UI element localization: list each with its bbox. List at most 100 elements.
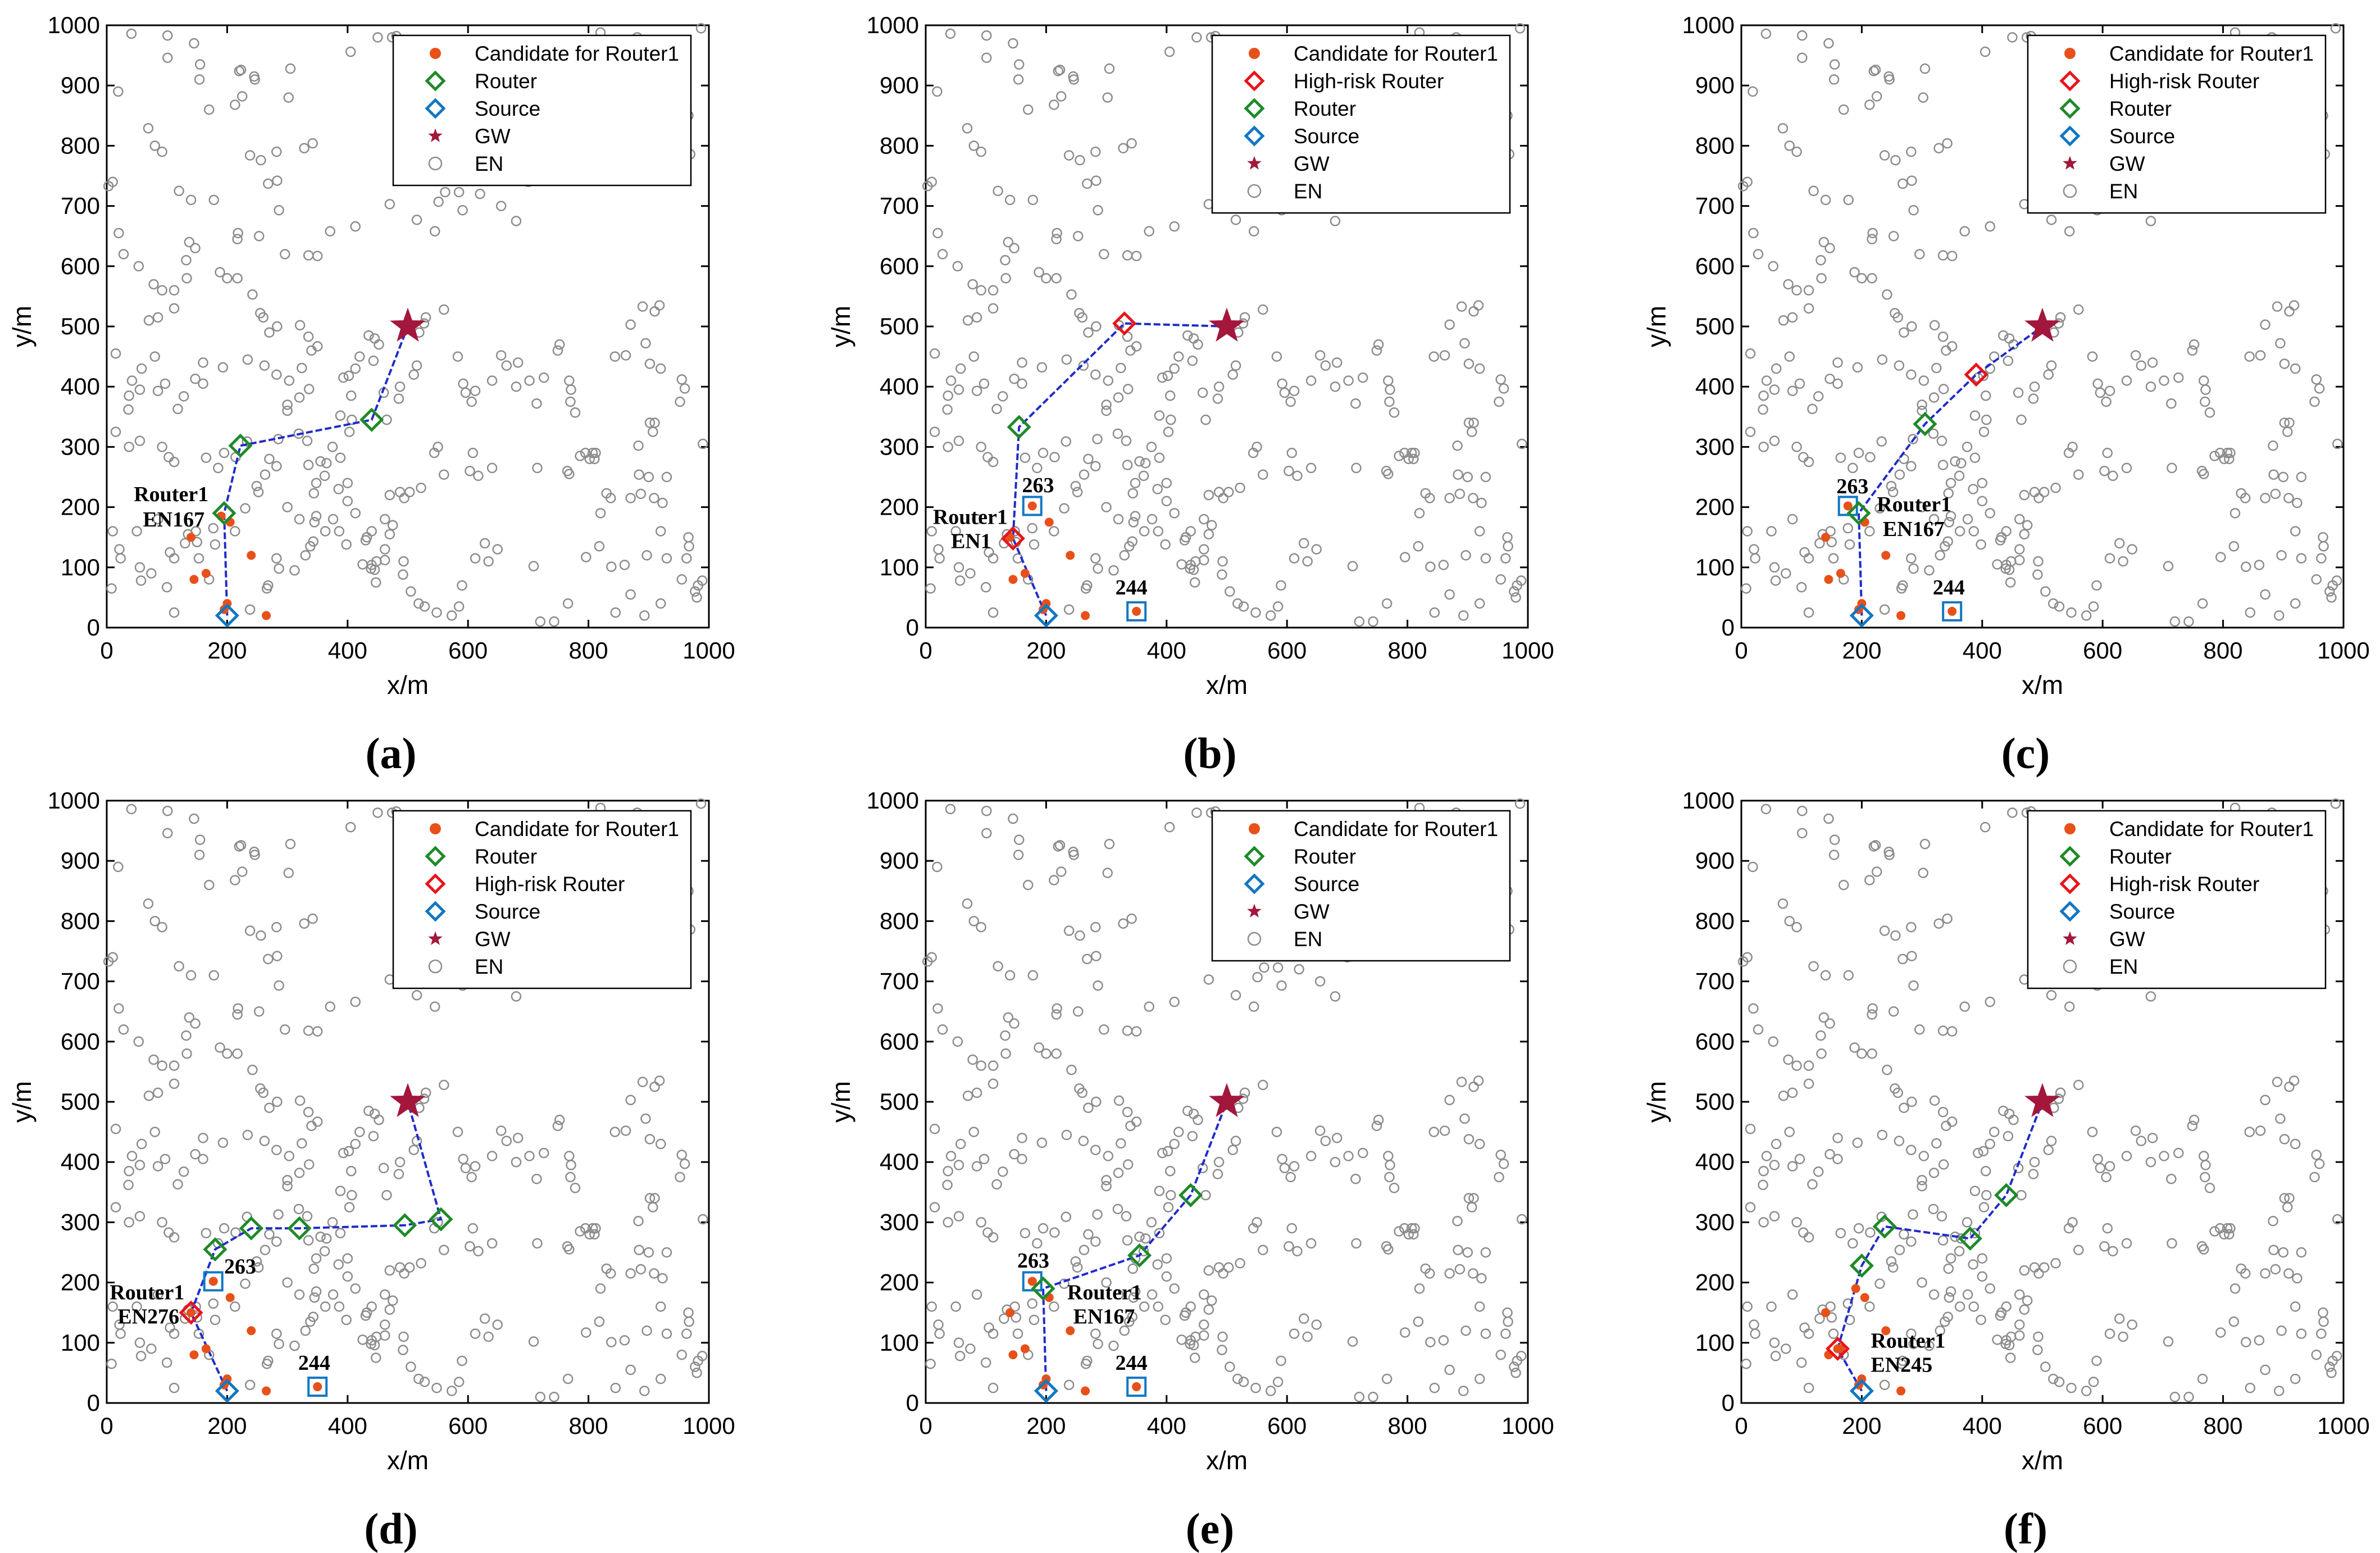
en-node <box>1012 1328 1023 1339</box>
legend-router-swatch <box>2059 98 2081 119</box>
en-node <box>1828 850 1840 860</box>
en-node <box>1771 363 1782 374</box>
en-node <box>988 607 999 618</box>
en-node <box>433 442 443 452</box>
en-node <box>190 1018 201 1029</box>
en-node <box>411 215 422 225</box>
en-node <box>135 1351 147 1361</box>
en-node <box>230 526 240 537</box>
en-node <box>655 526 666 537</box>
y-tick-label: 500 <box>880 1088 919 1115</box>
router-marker <box>393 1213 417 1238</box>
en-node <box>1173 351 1184 362</box>
en-node <box>2283 1268 2294 1279</box>
en-node <box>1803 1232 1814 1243</box>
en-node <box>303 1106 314 1118</box>
en-node <box>1041 1048 1052 1059</box>
en-node <box>2108 1246 2118 1257</box>
en-node <box>368 355 379 366</box>
en-node <box>325 226 335 237</box>
en-node <box>1956 458 1967 469</box>
en-node <box>610 607 621 618</box>
en-node <box>595 1283 606 1294</box>
en-node <box>1122 1159 1134 1170</box>
en-node <box>374 339 384 350</box>
y-tick-label: 400 <box>1695 373 1735 399</box>
en-node <box>1985 996 1995 1007</box>
en-node <box>1888 1006 1899 1017</box>
en-node <box>325 1001 335 1012</box>
en-node <box>230 1301 240 1312</box>
en-node <box>690 586 700 597</box>
en-node <box>133 1036 144 1047</box>
en-node <box>1906 1236 1917 1247</box>
en-node <box>1888 230 1899 242</box>
en-node <box>2225 447 2236 458</box>
en-node <box>976 146 986 157</box>
legend-label-candidate: Candidate for Router1 <box>2109 818 2314 841</box>
en-node <box>1874 503 1885 514</box>
x-tick-label: 0 <box>100 1413 113 1439</box>
legend-source-swatch <box>2059 901 2081 922</box>
en-node <box>240 503 251 514</box>
en-node <box>988 553 999 564</box>
en-node <box>1101 1180 1112 1192</box>
en-node <box>1995 1310 2006 1321</box>
en-node <box>1463 417 1475 428</box>
en-node <box>2279 1134 2290 1145</box>
en-node <box>1160 539 1171 550</box>
legend-source-swatch <box>425 98 446 119</box>
en-node <box>1037 447 1049 458</box>
legend-label-router: Router <box>475 845 537 868</box>
router-marker <box>1031 1276 1055 1301</box>
en-node <box>429 1001 440 1012</box>
en-node <box>1936 435 1947 446</box>
en-node <box>2254 1335 2265 1346</box>
en-node <box>495 1125 507 1136</box>
en-node <box>991 1179 1002 1190</box>
legend-label-gw: GW <box>2109 928 2145 951</box>
en-node <box>1468 1268 1478 1279</box>
en-node <box>1969 410 1981 421</box>
en-node <box>1399 447 1410 458</box>
en-node <box>284 1151 295 1161</box>
en-node <box>398 569 408 580</box>
en-node <box>1217 556 1228 567</box>
en-node <box>587 1223 598 1234</box>
en-node <box>447 610 457 621</box>
en-node <box>2159 375 2169 386</box>
en-node <box>1032 462 1043 474</box>
en-node <box>1108 565 1119 576</box>
en-node <box>1797 828 1808 839</box>
en-node <box>289 1340 300 1351</box>
en-node <box>1458 610 1469 621</box>
en-node <box>1187 1130 1198 1142</box>
en-node <box>1517 438 1527 449</box>
en-node <box>134 562 145 573</box>
en-node <box>178 1166 189 1177</box>
highlight-box <box>307 1377 328 1397</box>
en-node <box>219 1223 230 1234</box>
en-node <box>610 1382 621 1393</box>
en-node <box>1101 502 1112 512</box>
en-node <box>1473 300 1484 311</box>
en-node <box>1179 1310 1190 1321</box>
en-node <box>981 828 992 839</box>
en-node <box>1769 435 1780 446</box>
y-tick-label: 600 <box>880 1028 919 1055</box>
en-node <box>1838 879 1849 891</box>
annotation-label: Router1 <box>1871 1329 1945 1352</box>
en-node <box>1146 1217 1157 1228</box>
en-node <box>1783 1054 1794 1065</box>
en-node <box>1238 1377 1249 1387</box>
en-node <box>1908 563 1919 574</box>
en-node <box>2073 1079 2084 1091</box>
en-node <box>1146 514 1158 525</box>
en-node <box>2209 451 2220 461</box>
en-node <box>1036 1137 1048 1148</box>
en-node <box>1459 1113 1470 1124</box>
en-node <box>1516 575 1527 586</box>
en-node <box>1474 526 1485 537</box>
en-node <box>1271 1127 1282 1137</box>
en-node <box>307 138 318 149</box>
